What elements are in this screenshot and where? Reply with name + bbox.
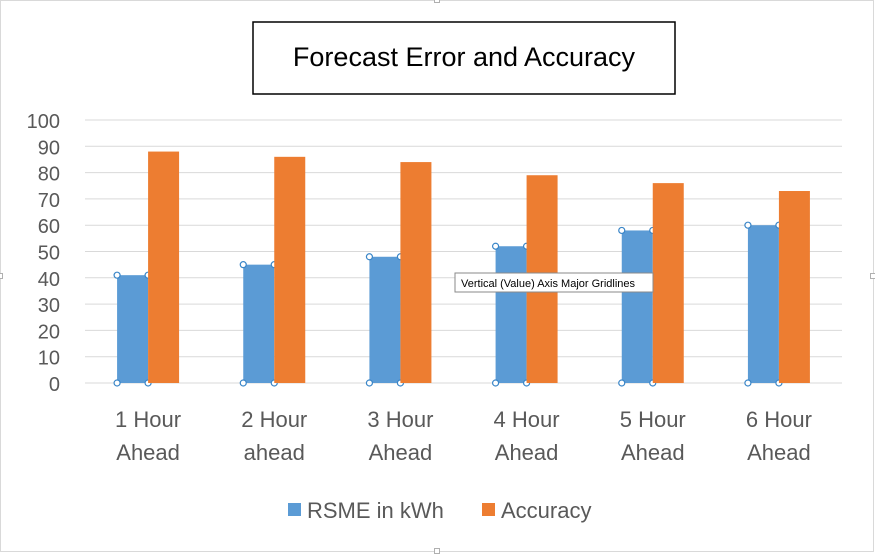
x-tick-label: 4 Hour: [494, 407, 560, 432]
y-axis-ticks: 0 10 20 30 40 50 60 70 80 90 100: [27, 111, 60, 396]
y-tick-label: 60: [38, 216, 60, 238]
legend-label: Accuracy: [501, 498, 591, 523]
selection-handle[interactable]: [744, 379, 752, 387]
gridlines[interactable]: [85, 119, 842, 384]
y-tick-label: 40: [38, 269, 60, 291]
y-tick-label: 50: [38, 243, 60, 265]
bar-rsme[interactable]: [369, 256, 401, 383]
selection-handle[interactable]: [618, 379, 626, 387]
selection-handle[interactable]: [744, 221, 752, 229]
selection-handle[interactable]: [365, 379, 374, 387]
resize-handle-top[interactable]: [434, 0, 440, 3]
x-tick-label: Ahead: [747, 440, 811, 465]
x-axis-labels: 1 Hour Ahead 2 Hour ahead 3 Hour Ahead 4 Hour A…: [115, 407, 812, 465]
plot-bars[interactable]: [113, 151, 810, 387]
x-tick-label: Ahead: [369, 440, 433, 465]
resize-handle-left[interactable]: [0, 273, 3, 279]
bar-accuracy[interactable]: [400, 162, 432, 383]
y-tick-label: 20: [38, 321, 60, 343]
bar-rsme[interactable]: [495, 246, 527, 383]
legend[interactable]: RSME in kWh Accuracy: [288, 498, 591, 523]
selection-handle[interactable]: [113, 271, 121, 279]
bar-accuracy[interactable]: [652, 183, 684, 383]
bar-accuracy[interactable]: [778, 191, 810, 383]
legend-swatch: [288, 503, 301, 516]
x-tick-label: Ahead: [495, 440, 559, 465]
tooltip-text: Vertical (Value) Axis Major Gridlines: [461, 278, 636, 290]
tooltip: Vertical (Value) Axis Major Gridlines: [454, 272, 654, 293]
x-tick-label: Ahead: [621, 440, 685, 465]
x-tick-label: 6 Hour: [746, 407, 812, 432]
chart-title-box[interactable]: Forecast Error and Accuracy: [252, 21, 676, 95]
bar-rsme[interactable]: [243, 264, 275, 383]
x-tick-label: Ahead: [116, 440, 180, 465]
bar-rsme[interactable]: [117, 275, 149, 383]
selection-handle[interactable]: [365, 253, 374, 261]
y-tick-label: 100: [27, 111, 60, 133]
bar-rsme[interactable]: [621, 230, 653, 383]
legend-swatch: [482, 503, 495, 516]
selection-handle[interactable]: [239, 379, 247, 387]
selection-handle[interactable]: [618, 226, 626, 235]
y-tick-label: 30: [38, 295, 60, 317]
selection-handle[interactable]: [113, 379, 121, 387]
y-tick-label: 80: [38, 164, 60, 186]
y-tick-label: 0: [49, 374, 60, 396]
bar-accuracy[interactable]: [148, 151, 180, 383]
x-tick-label: ahead: [244, 440, 305, 465]
y-tick-label: 10: [38, 348, 60, 370]
bar-accuracy[interactable]: [274, 156, 306, 383]
x-tick-label: 3 Hour: [367, 407, 433, 432]
selection-handle[interactable]: [491, 379, 500, 387]
x-tick-label: 1 Hour: [115, 407, 181, 432]
y-tick-label: 90: [38, 137, 60, 159]
bar-rsme[interactable]: [747, 225, 779, 383]
x-tick-label: 2 Hour: [241, 407, 307, 432]
x-tick-label: 5 Hour: [620, 407, 686, 432]
chart-title: Forecast Error and Accuracy: [293, 42, 636, 72]
legend-label: RSME in kWh: [307, 498, 444, 523]
selection-handle[interactable]: [491, 242, 500, 250]
selection-handle[interactable]: [239, 261, 247, 269]
resize-handle-right[interactable]: [870, 273, 875, 279]
y-tick-label: 70: [38, 190, 60, 212]
